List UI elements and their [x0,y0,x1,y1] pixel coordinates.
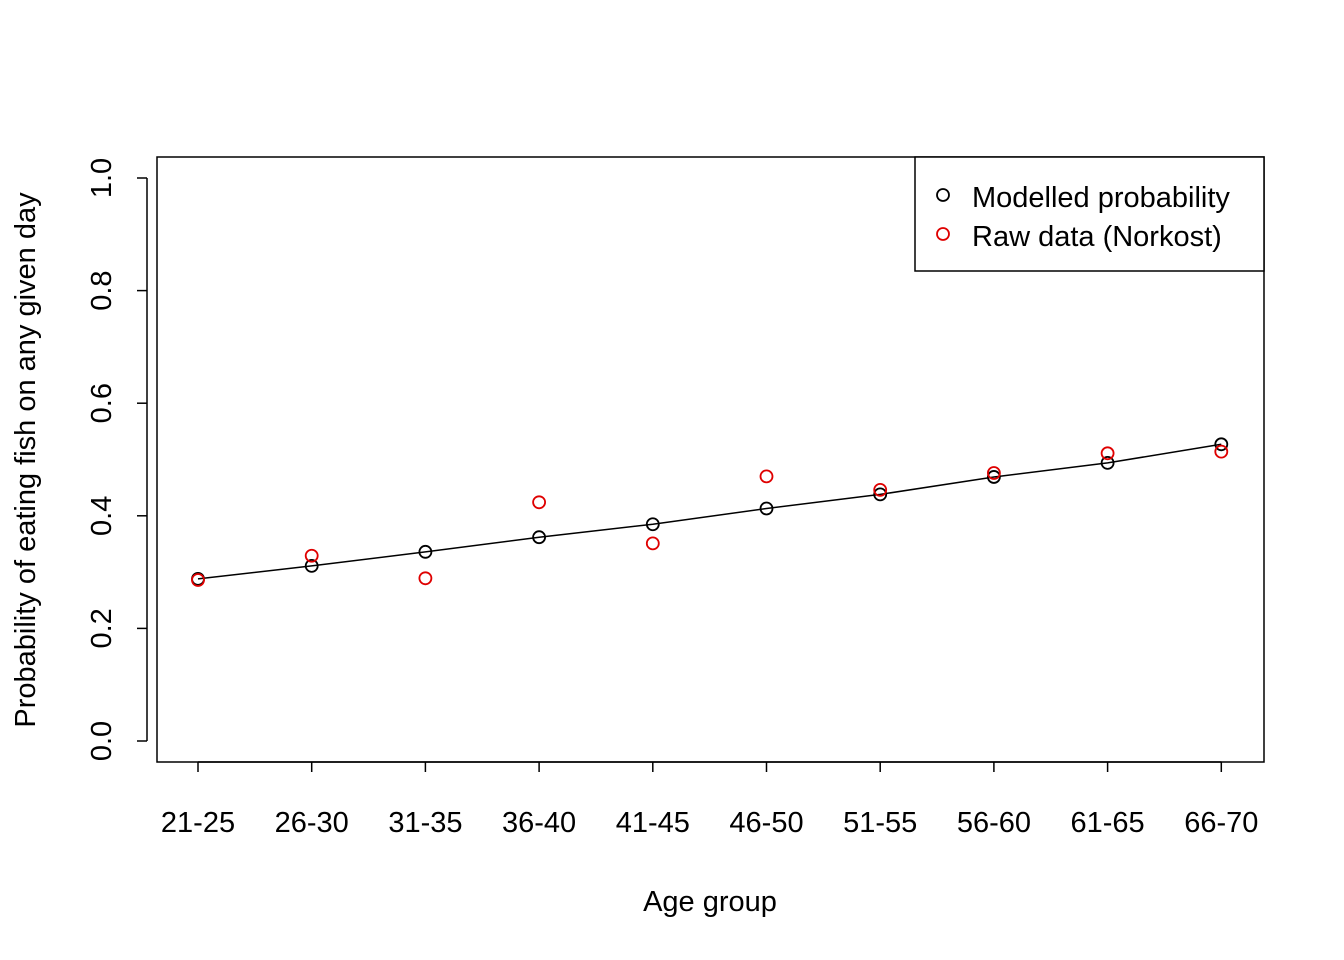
data-point [532,495,546,510]
data-point [304,548,319,563]
legend: Modelled probability Raw data (Norkost) [914,156,1265,272]
y-axis-title: Probability of eating fish on any given … [10,192,42,728]
data-point [645,536,660,551]
x-tick-label: 26-30 [275,807,349,839]
x-axis: 21-25 26-30 31-35 36-40 41-45 46-50 51-55 56-60… [161,761,1258,839]
y-tick-label: 1.0 [86,158,118,198]
series-line [197,443,1222,580]
legend-marker-modelled [936,188,950,202]
x-tick-label: 61-65 [1071,807,1145,839]
legend-box [914,156,1265,272]
x-tick-label: 36-40 [502,807,576,839]
y-axis: 0.0 0.2 0.4 0.6 0.8 1.0 [86,158,148,761]
data-point [532,530,546,545]
x-tick-label: 46-50 [729,807,803,839]
data-point [987,470,1001,484]
y-tick-label: 0.0 [86,721,118,761]
series-layer [191,437,1229,587]
data-point [873,487,888,502]
data-point [987,466,1001,480]
y-tick-label: 0.4 [86,496,118,536]
data-point [645,517,660,532]
x-tick-label: 66-70 [1184,807,1258,839]
x-tick-label: 56-60 [957,807,1031,839]
series-raw [191,444,1229,587]
x-axis-title: Age group [643,886,777,918]
y-tick-label: 0.2 [86,608,118,648]
y-tick-label: 0.8 [86,270,118,310]
legend-marker-raw [936,227,950,241]
y-tick-label: 0.6 [86,383,118,423]
data-point [418,544,433,559]
x-tick-label: 41-45 [616,807,690,839]
x-tick-label: 31-35 [388,807,462,839]
data-point [759,469,774,484]
data-point [1214,444,1229,459]
x-tick-label: 51-55 [843,807,917,839]
data-point [759,501,774,516]
x-tick-label: 21-25 [161,807,235,839]
data-point [304,559,319,573]
legend-label-modelled: Modelled probability [972,182,1230,214]
data-point [191,573,205,587]
series-modelled [191,437,1229,586]
data-point [873,483,888,497]
data-point [1100,455,1115,470]
legend-label-raw: Raw data (Norkost) [972,221,1222,253]
data-point [418,571,433,586]
data-point [1100,446,1115,461]
data-point [1214,437,1229,452]
